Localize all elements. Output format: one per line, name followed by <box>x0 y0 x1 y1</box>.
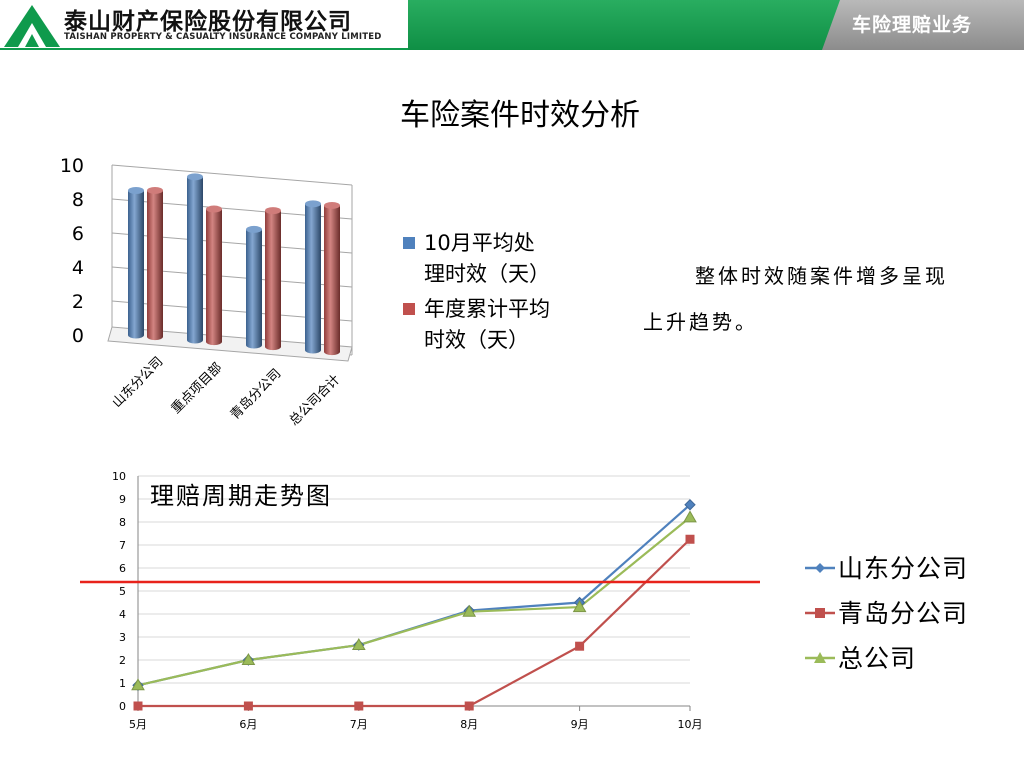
bar-x-tick-label: 山东分公司 <box>110 354 167 411</box>
bar-y-tick-label: 2 <box>72 291 84 313</box>
line-point-1-2 <box>354 701 364 711</box>
line-y-tick-label: 10 <box>112 470 126 483</box>
bar-y-tick-label: 0 <box>72 325 84 347</box>
bar-x-tick-label: 青岛分公司 <box>227 366 284 423</box>
line-series-0 <box>137 503 691 687</box>
line-point-2-0 <box>131 678 145 691</box>
bar-chart-legend: 10月平均处理时效（天） 年度累计平均时效（天） <box>403 231 550 352</box>
bar-top-1-1 <box>206 205 222 213</box>
legend-line: 年度累计平均 <box>424 297 550 321</box>
line-legend-label-1: 青岛分公司 <box>838 599 968 628</box>
bar-0-1 <box>147 190 163 341</box>
bar-y-tick-label: 6 <box>72 223 84 245</box>
line-legend-marker-2 <box>814 652 826 663</box>
line-y-tick-label: 5 <box>119 585 126 598</box>
bar-top-0-0 <box>128 187 144 195</box>
line-x-tick-label: 5月 <box>129 718 147 731</box>
bar-legend-swatch-1 <box>403 303 415 315</box>
summary-text: 整体时效随案件增多呈现上升趋势。 <box>643 264 948 334</box>
page-title: 车险案件时效分析 <box>400 98 640 133</box>
line-x-tick-label: 7月 <box>350 718 368 731</box>
section-label: 车险理赔业务 <box>852 14 973 36</box>
bar-top-2-1 <box>265 207 281 215</box>
bar-legend-label-0: 10月平均处理时效（天） <box>424 231 550 286</box>
line-y-tick-label: 3 <box>119 631 126 644</box>
company-name: 泰山财产保险股份有限公司 <box>64 9 352 35</box>
bar-top-3-1 <box>324 201 340 209</box>
bar-x-tick-label: 重点项目部 <box>168 360 225 417</box>
bar-0-0 <box>128 190 144 339</box>
bar-chart-bars <box>128 173 340 356</box>
company-name-en: TAISHAN PROPERTY & CASUALTY INSURANCE CO… <box>64 32 382 42</box>
bar-top-0-1 <box>147 186 163 194</box>
bar-1-1 <box>206 209 222 346</box>
legend-line: 10月平均处 <box>424 231 535 255</box>
line-chart: 0 1 2 3 4 5 6 7 8 9 10 5月 6月 7月 8月 9月 10月 理赔周期走势图 山东分公司青岛… <box>80 470 968 731</box>
bar-top-1-0 <box>187 173 203 181</box>
bar-y-tick-label: 4 <box>72 257 84 279</box>
line-point-0-5 <box>684 499 696 511</box>
mountain-logo-icon <box>4 5 60 47</box>
line-x-tick-label: 9月 <box>571 718 589 731</box>
line-chart-labels: 0 1 2 3 4 5 6 7 8 9 10 5月 6月 7月 8月 9月 10月 理赔周期走势图 <box>112 470 703 731</box>
line-chart-title: 理赔周期走势图 <box>150 482 332 510</box>
line-point-2-2 <box>351 638 366 651</box>
line-x-tick-label: 8月 <box>460 718 478 731</box>
bar-1-0 <box>187 176 203 344</box>
line-y-tick-label: 4 <box>119 608 126 621</box>
line-point-1-5 <box>685 534 695 544</box>
bar-gridline <box>111 164 353 186</box>
legend-line: 理时效（天） <box>424 262 550 286</box>
line-x-tick-label: 6月 <box>239 718 257 731</box>
bar-2-1 <box>265 210 281 351</box>
line-y-tick-label: 1 <box>119 677 126 690</box>
bar-3-0 <box>305 203 321 354</box>
line-point-2-4 <box>572 600 587 613</box>
bar-y-tick-label: 10 <box>60 155 84 177</box>
line-legend-label-2: 总公司 <box>838 644 916 673</box>
line-y-tick-label: 8 <box>119 516 126 529</box>
line-y-tick-label: 7 <box>119 539 126 552</box>
bar-top-2-0 <box>246 225 262 233</box>
bar-top-3-0 <box>305 200 321 208</box>
line-chart-series <box>80 499 760 711</box>
line-y-tick-label: 9 <box>119 493 126 506</box>
bar-y-tick-label: 8 <box>72 189 84 211</box>
legend-line: 时效（天） <box>424 328 529 352</box>
line-y-tick-label: 6 <box>119 562 126 575</box>
header-bar: 车险理赔业务 泰山财产保险股份有限公司 TAISHAN PROPERTY & C… <box>0 0 1024 50</box>
line-point-2-1 <box>241 652 256 665</box>
line-series-1 <box>138 538 691 708</box>
line-y-tick-label: 2 <box>119 654 126 667</box>
line-series-2 <box>137 516 691 687</box>
line-y-tick-label: 0 <box>119 700 126 713</box>
line-legend-marker-0 <box>815 563 825 573</box>
section-tab <box>822 0 1024 50</box>
logo-area <box>0 0 408 50</box>
bar-2-0 <box>246 229 262 349</box>
bar-legend-label-1: 年度累计平均时效（天） <box>424 297 550 352</box>
line-x-tick-label: 10月 <box>678 718 703 731</box>
line-point-1-4 <box>575 641 585 651</box>
line-legend-label-0: 山东分公司 <box>838 554 968 583</box>
bar-chart: 0 2 4 6 8 10 山东分公司 重点项目部 青岛分公司 总公司合计 10月平均处理时效（天）… <box>60 155 550 429</box>
line-point-2-3 <box>462 604 477 617</box>
line-point-1-3 <box>464 701 474 711</box>
bar-3-1 <box>324 205 340 356</box>
line-point-1-0 <box>133 701 143 711</box>
line-legend-marker-1 <box>815 608 825 618</box>
bar-floor <box>107 326 353 362</box>
line-point-2-5 <box>683 510 697 523</box>
bar-x-tick-label: 总公司合计 <box>287 372 344 429</box>
line-point-1-1 <box>243 701 253 711</box>
bar-legend-swatch-0 <box>403 237 415 249</box>
line-chart-grid <box>137 475 691 711</box>
